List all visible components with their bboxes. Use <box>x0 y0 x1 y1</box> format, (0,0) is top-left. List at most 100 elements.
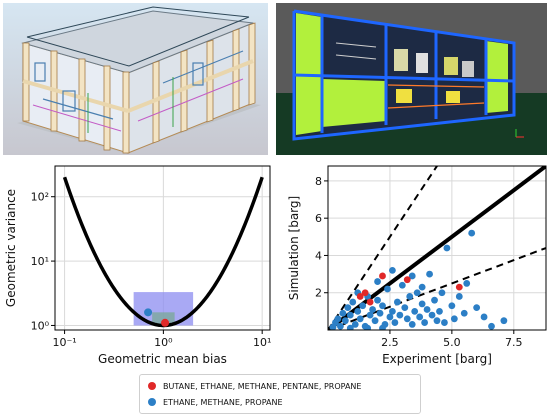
y-ticks: 2 4 6 8 <box>315 175 328 300</box>
data-point <box>351 321 359 328</box>
x-axis-label: Experiment [barg] <box>382 352 492 366</box>
y-ticks: 10⁰ 10¹ 10² <box>31 191 55 332</box>
legend-label: ETHANE, METHANE, PROPANE <box>163 397 283 407</box>
data-points <box>144 308 170 327</box>
data-point <box>374 278 381 285</box>
data-point <box>450 315 458 323</box>
data-point <box>398 281 406 289</box>
y-axis-label: Geometric variance <box>4 189 18 307</box>
data-point <box>423 306 431 313</box>
data-point <box>393 298 401 306</box>
data-point <box>374 296 381 304</box>
x-tick-label: 10⁻¹ <box>52 336 76 349</box>
data-point <box>144 308 153 317</box>
data-point <box>433 317 441 325</box>
data-point <box>411 307 419 315</box>
mg-vg-chart: 10⁻¹ 10⁰ 10¹ 10⁰ 10¹ 10² Geometric mean bias… <box>0 160 274 370</box>
legend-marker-red <box>148 382 156 390</box>
data-point <box>406 293 414 300</box>
data-point <box>436 307 443 315</box>
data-point <box>366 311 374 319</box>
data-point <box>416 313 424 321</box>
data-point <box>366 298 374 306</box>
data-point <box>408 321 416 328</box>
data-point <box>379 302 386 310</box>
data-point <box>391 319 399 326</box>
data-point <box>336 322 344 330</box>
bim-render-light-image <box>3 3 268 155</box>
data-point <box>418 283 426 291</box>
sim-vs-exp-chart-svg: 2.5 5.0 7.5 2 4 6 8 Experiment [barg] Simulat… <box>287 165 547 366</box>
data-point <box>408 272 416 280</box>
data-point <box>346 324 354 330</box>
data-point <box>413 289 421 297</box>
legend-marker-blue <box>148 398 156 406</box>
data-point <box>403 276 411 284</box>
data-point <box>349 298 357 306</box>
data-point <box>161 318 170 327</box>
data-point <box>359 302 367 310</box>
data-point <box>379 324 386 330</box>
data-point <box>364 324 372 330</box>
data-point <box>480 313 488 321</box>
data-points <box>329 229 508 330</box>
data-point <box>389 307 396 315</box>
data-point <box>384 285 391 293</box>
x-tick-label: 10⁰ <box>154 336 173 349</box>
y-tick-label: 6 <box>315 212 322 225</box>
bim-render-dark <box>276 3 547 155</box>
y-tick-label: 2 <box>315 287 322 300</box>
data-point <box>403 315 411 323</box>
data-point <box>386 313 394 321</box>
legend-item-butane: BUTANE, ETHANE, METHANE, PENTANE, PROPAN… <box>148 379 361 393</box>
y-tick-label: 4 <box>315 249 322 262</box>
region-inner <box>152 312 175 326</box>
data-point <box>344 304 352 312</box>
x-axis-label: Geometric mean bias <box>98 352 227 366</box>
grid <box>328 166 546 330</box>
data-point <box>438 289 446 297</box>
data-point <box>396 311 404 319</box>
x-ticks: 2.5 5.0 7.5 <box>381 330 523 349</box>
x-tick-label: 5.0 <box>443 336 461 349</box>
data-point <box>376 309 384 317</box>
data-point <box>356 293 364 300</box>
y-tick-label: 10² <box>31 191 49 204</box>
data-point <box>488 322 495 330</box>
data-point <box>421 319 429 326</box>
legend: BUTANE, ETHANE, METHANE, PENTANE, PROPAN… <box>139 374 421 414</box>
bim-render-dark-image <box>276 3 547 155</box>
data-point <box>418 300 426 308</box>
plot-frame <box>54 165 271 331</box>
y-tick-label: 10⁰ <box>31 319 50 332</box>
reference-line-solid <box>328 166 546 330</box>
data-point <box>431 296 438 304</box>
data-point <box>463 280 471 287</box>
legend-item-ethane: ETHANE, METHANE, PROPANE <box>148 395 283 409</box>
x-tick-label: 10¹ <box>253 336 271 349</box>
data-point <box>441 319 448 326</box>
reference-line-dashed <box>328 166 439 330</box>
data-point <box>339 309 347 317</box>
reference-line-dashed <box>328 247 546 330</box>
data-point <box>389 266 396 274</box>
x-tick-label: 2.5 <box>381 336 399 349</box>
data-point <box>426 270 433 278</box>
data-point <box>361 289 369 297</box>
data-point <box>356 315 364 323</box>
data-point <box>371 317 379 325</box>
data-point <box>346 311 354 319</box>
y-tick-label: 8 <box>315 175 322 188</box>
data-point <box>455 293 463 300</box>
data-point <box>369 306 376 313</box>
y-tick-label: 10¹ <box>31 255 49 268</box>
bim-render-light <box>3 3 268 155</box>
data-point <box>448 302 456 310</box>
data-point <box>341 317 349 325</box>
sim-vs-exp-chart: 2.5 5.0 7.5 2 4 6 8 Experiment [barg] Simulat… <box>276 160 550 370</box>
data-point <box>401 304 409 312</box>
legend-label: BUTANE, ETHANE, METHANE, PENTANE, PROPAN… <box>163 381 362 391</box>
y-axis-label: Simulation [barg] <box>287 196 301 300</box>
data-point <box>379 272 386 280</box>
